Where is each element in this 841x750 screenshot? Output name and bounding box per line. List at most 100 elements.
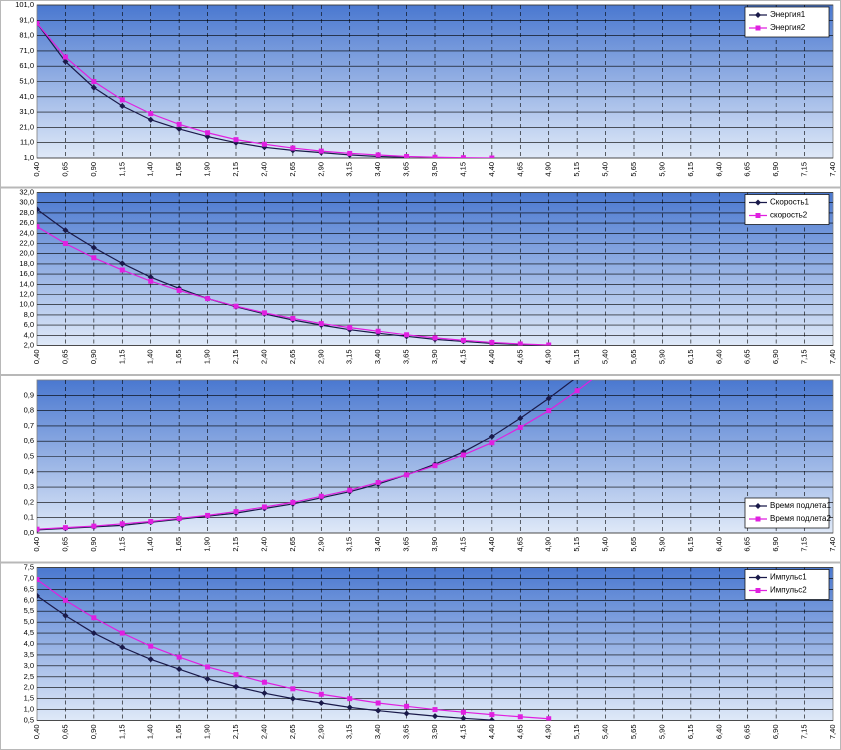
marker: [90, 84, 97, 91]
x-tick-label: 5,40: [601, 162, 610, 177]
y-tick-label: 12,0: [19, 289, 34, 298]
marker: [261, 679, 267, 685]
x-tick-label: 2,15: [231, 350, 240, 365]
x-tick-label: 5,40: [601, 350, 610, 365]
marker: [755, 574, 761, 581]
x-tick-label: 6,65: [743, 162, 752, 177]
marker: [460, 452, 466, 458]
marker: [289, 695, 296, 702]
marker: [205, 296, 211, 302]
x-tick-label: 2,40: [259, 350, 268, 365]
marker: [318, 691, 324, 697]
marker: [176, 125, 183, 132]
x-tick-label: 7,40: [828, 537, 837, 552]
marker: [233, 509, 239, 515]
y-tick-label: 10,0: [19, 300, 34, 309]
marker: [546, 408, 552, 414]
marker: [346, 704, 353, 711]
legend-label: Скорость1: [770, 198, 810, 207]
series-group: [37, 20, 495, 158]
marker: [233, 137, 239, 143]
x-tick-label: 7,40: [828, 162, 837, 177]
x-tick-label: 3,65: [402, 725, 411, 740]
marker: [375, 152, 381, 158]
chart-panel: 0,0 0,1 0,2 0,3 0,4 0,5 0,6 0,7 0,8 0,9 0,40 0,65 0,…: [0, 375, 841, 563]
x-tick-label: 1,15: [117, 725, 126, 740]
y-tick-label: 3,5: [24, 650, 34, 659]
marker: [90, 630, 97, 637]
marker: [460, 337, 466, 343]
marker: [546, 342, 552, 346]
y-tick-label: 1,0: [24, 705, 34, 714]
y-tick-label: 2,0: [24, 683, 34, 692]
x-tick-label: 4,15: [458, 162, 467, 177]
marker: [517, 424, 523, 430]
x-tick-label: 6,40: [714, 725, 723, 740]
marker: [62, 525, 68, 531]
marker: [91, 523, 97, 529]
x-tick-label: 4,90: [544, 537, 553, 552]
y-tick-label: 41,0: [19, 92, 34, 101]
x-tick-label: 0,65: [60, 537, 69, 552]
marker: [432, 154, 438, 158]
marker: [432, 463, 438, 469]
x-tick-label: 0,65: [60, 350, 69, 365]
marker: [176, 287, 182, 293]
y-tick-label: 0,9: [24, 390, 34, 399]
y-tick-label: 2,0: [24, 340, 34, 349]
x-tick-label: 5,90: [657, 725, 666, 740]
x-tick-label: 4,40: [487, 162, 496, 177]
marker: [62, 227, 69, 234]
x-tick-label: 3,90: [430, 537, 439, 552]
x-tick-label: 6,15: [686, 162, 695, 177]
marker: [755, 213, 761, 218]
x-tick-label: 1,65: [174, 350, 183, 365]
series-group: [37, 577, 552, 721]
marker: [545, 395, 552, 402]
x-tick-label: 3,40: [373, 725, 382, 740]
marker: [91, 615, 97, 621]
marker: [205, 664, 211, 670]
marker: [432, 707, 438, 713]
marker: [460, 155, 466, 158]
y-tick-label: 6,0: [24, 320, 34, 329]
x-tick-label: 6,65: [743, 725, 752, 740]
x-tick-label: 0,40: [32, 162, 41, 177]
marker: [517, 341, 523, 346]
x-tick-label: 0,65: [60, 162, 69, 177]
marker: [62, 54, 68, 60]
x-tick-label: 1,15: [117, 162, 126, 177]
marker: [91, 255, 97, 261]
marker: [147, 274, 154, 281]
marker: [489, 712, 495, 718]
marker: [404, 703, 410, 709]
legend: Импульс1 Импульс2: [744, 569, 830, 600]
marker: [347, 150, 353, 156]
x-tick-label: 6,65: [743, 350, 752, 365]
marker: [261, 504, 267, 510]
marker: [404, 472, 410, 478]
marker: [347, 487, 353, 493]
marker: [119, 267, 125, 273]
x-tick-label: 1,40: [146, 162, 155, 177]
y-tick-label: 22,0: [19, 238, 34, 247]
y-tick-label: 0,5: [24, 715, 34, 724]
marker: [261, 310, 267, 316]
x-tick-label: 3,15: [345, 162, 354, 177]
series-line: [37, 380, 575, 531]
x-tick-label: 3,65: [402, 350, 411, 365]
x-tick-label: 6,90: [771, 162, 780, 177]
x-tick-label: 4,65: [515, 537, 524, 552]
legend-box: [744, 497, 830, 529]
y-tick-label: 0,2: [24, 497, 34, 506]
marker: [546, 716, 552, 721]
marker: [318, 321, 324, 327]
y-tick-label: 101,0: [15, 0, 34, 9]
x-tick-label: 5,65: [629, 537, 638, 552]
x-tick-label: 4,90: [544, 725, 553, 740]
marker: [148, 111, 154, 117]
marker: [261, 690, 268, 697]
x-tick-label: 7,15: [800, 725, 809, 740]
marker: [375, 328, 381, 334]
y-tick-label: 8,0: [24, 310, 34, 319]
